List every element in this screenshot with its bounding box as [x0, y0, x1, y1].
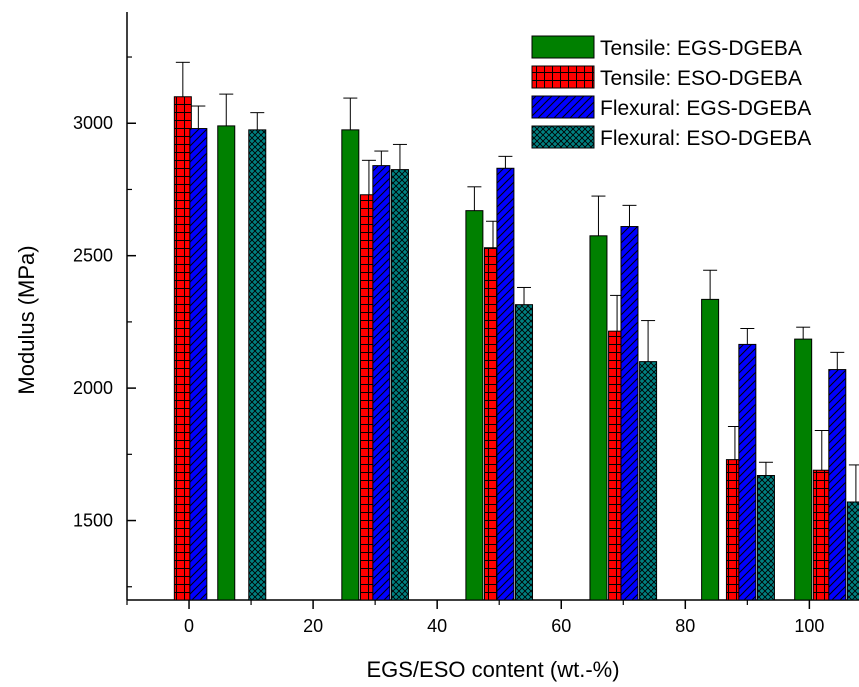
bar	[620, 226, 639, 601]
y-tick-label: 1500	[73, 511, 113, 531]
y-tick-label: 3000	[73, 113, 113, 133]
legend: Tensile: EGS-DGEBA Tensile: ESO-DGEBA Flex…	[531, 35, 811, 150]
bar	[173, 96, 192, 601]
bar	[372, 165, 391, 601]
x-tick-label: 60	[551, 616, 571, 636]
legend-swatch	[531, 35, 595, 59]
bar	[794, 338, 813, 601]
bar	[496, 167, 515, 601]
bar	[812, 469, 831, 601]
legend-swatch	[531, 95, 595, 119]
bar	[465, 210, 484, 601]
legend-label: Flexural: ESO-DGEBA	[600, 127, 811, 150]
y-tick-label: 2000	[73, 378, 113, 398]
x-tick-label: 0	[184, 616, 194, 636]
series-4	[248, 112, 859, 601]
x-ticks: 0 20 40 60 80 100	[126, 600, 824, 636]
series-1	[217, 93, 813, 601]
x-axis-title: EGS/ESO content (wt.-%)	[366, 657, 619, 682]
bar	[589, 235, 608, 601]
bar	[846, 501, 859, 601]
bar	[515, 304, 534, 601]
series-3	[189, 105, 847, 601]
bar	[217, 125, 236, 601]
legend-label: Flexural: EGS-DGEBA	[600, 97, 811, 120]
y-axis-title: Modulus (MPa)	[14, 245, 39, 394]
bar	[341, 129, 360, 601]
x-tick-label: 100	[794, 616, 824, 636]
bar	[189, 128, 208, 601]
bar	[738, 343, 757, 601]
bar	[390, 169, 409, 601]
bar	[248, 129, 267, 601]
plot-area: 1500 2000 2500 3000 0 20 40 60 80 100	[73, 12, 859, 636]
bar	[756, 475, 775, 601]
y-ticks: 1500 2000 2500 3000	[73, 56, 136, 588]
bars	[173, 61, 859, 601]
x-tick-label: 80	[675, 616, 695, 636]
x-tick-label: 40	[427, 616, 447, 636]
bar	[701, 298, 720, 601]
bar	[639, 361, 658, 601]
legend-label: Tensile: ESO-DGEBA	[600, 67, 802, 90]
legend-swatch	[531, 65, 595, 89]
y-tick-label: 2500	[73, 246, 113, 266]
legend-label: Tensile: EGS-DGEBA	[600, 37, 802, 60]
legend-swatch	[531, 125, 595, 149]
x-tick-label: 20	[303, 616, 323, 636]
bar	[828, 369, 847, 601]
